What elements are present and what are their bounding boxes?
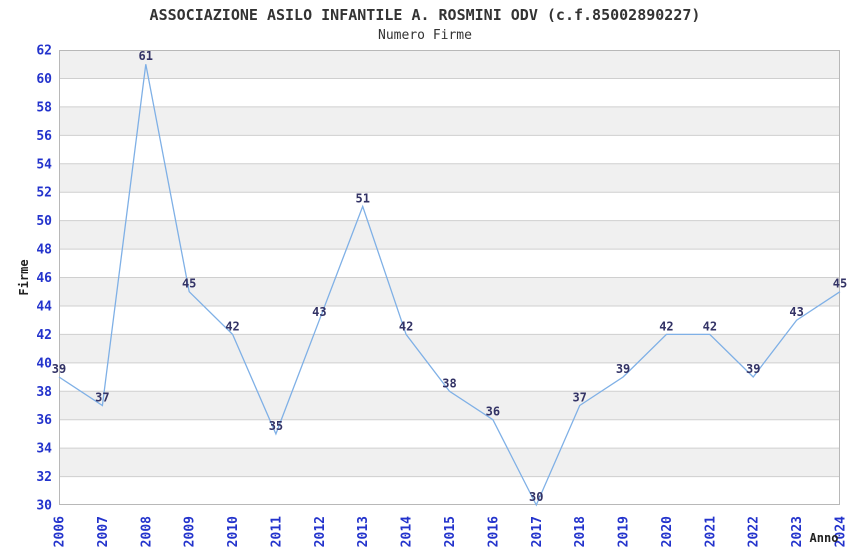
x-tick-label: 2020 (660, 516, 675, 547)
x-tick-label: 2023 (790, 516, 805, 547)
y-tick-label: 50 (36, 214, 52, 229)
chart-title: ASSOCIAZIONE ASILO INFANTILE A. ROSMINI … (149, 6, 701, 24)
data-point-label: 37 (572, 390, 586, 404)
chart-subtitle: Numero Firme (378, 28, 472, 43)
grid-stripe (59, 50, 840, 79)
data-point-label: 30 (529, 490, 543, 504)
y-tick-label: 34 (36, 442, 52, 457)
data-point-label: 45 (182, 277, 196, 291)
x-tick-label: 2009 (183, 516, 198, 547)
y-tick-label: 40 (36, 356, 52, 371)
data-line (58, 64, 841, 507)
x-tick-label: 2017 (530, 516, 545, 547)
x-tick-label: 2007 (96, 516, 111, 547)
data-point-label: 43 (789, 305, 803, 319)
data-point-label: 42 (225, 319, 239, 333)
data-point-label: 51 (355, 191, 369, 205)
y-axis-title: Firme (17, 259, 31, 296)
x-tick-label: 2014 (400, 516, 415, 547)
x-tick-label: 2022 (747, 516, 762, 547)
y-tick-label: 42 (36, 328, 52, 343)
x-tick-label: 2011 (269, 516, 284, 547)
x-tick-label: 2008 (139, 516, 154, 547)
grid-stripe (59, 163, 840, 193)
x-tick-label: 2013 (356, 516, 371, 547)
y-tick-label: 30 (36, 499, 52, 514)
y-tick-label: 62 (36, 44, 52, 59)
x-tick-label: 2021 (703, 516, 718, 547)
grid-stripe (59, 391, 840, 420)
y-tick-label: 38 (36, 385, 52, 400)
data-point-label: 61 (139, 49, 153, 63)
data-point-label: 42 (399, 319, 413, 333)
x-tick-label: 2006 (53, 516, 68, 547)
data-point-label: 45 (833, 277, 847, 291)
data-point-label: 42 (703, 319, 717, 333)
data-point-label: 42 (659, 319, 673, 333)
x-tick-label: 2019 (617, 516, 632, 547)
data-point-label: 37 (95, 390, 109, 404)
y-tick-label: 46 (36, 271, 52, 286)
x-tick-label: 2015 (443, 516, 458, 547)
x-tick-label: 2024 (834, 516, 849, 547)
grid-stripe (59, 334, 840, 363)
y-tick-label: 48 (36, 243, 52, 258)
plot-border (59, 50, 840, 505)
grid-stripe (59, 220, 840, 250)
y-tick-label: 56 (36, 129, 52, 144)
y-tick-label: 44 (36, 299, 52, 314)
grid-stripe (59, 448, 840, 477)
y-tick-label: 54 (36, 157, 52, 172)
y-tick-label: 32 (36, 470, 52, 485)
y-tick-label: 60 (36, 72, 52, 87)
grid-stripe (59, 277, 840, 306)
grid-stripe (59, 106, 840, 136)
data-point-label: 39 (746, 362, 760, 376)
x-tick-label: 2018 (573, 516, 588, 547)
data-point-label: 35 (269, 419, 283, 433)
x-tick-label: 2012 (313, 516, 328, 547)
x-tick-label: 2016 (486, 516, 501, 547)
data-point-label: 39 (616, 362, 630, 376)
data-point-label: 38 (442, 376, 456, 390)
data-point-label: 36 (486, 405, 500, 419)
x-tick-label: 2010 (226, 516, 241, 547)
x-axis-title: Anno (809, 531, 839, 545)
data-point-label: 43 (312, 305, 326, 319)
y-tick-label: 36 (36, 413, 52, 428)
y-tick-label: 58 (36, 100, 52, 115)
data-point-label: 39 (52, 362, 66, 376)
y-tick-label: 52 (36, 186, 52, 201)
